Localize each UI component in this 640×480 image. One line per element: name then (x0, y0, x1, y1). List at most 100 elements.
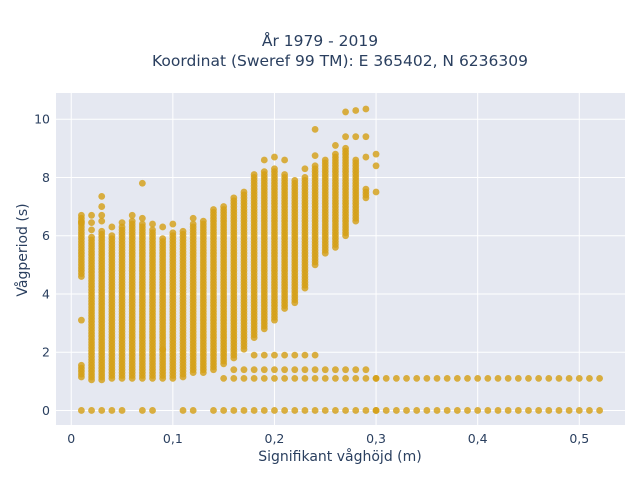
data-point-1023 (260, 168, 268, 176)
data-point-1306 (321, 407, 329, 414)
data-point-1026 (260, 351, 268, 359)
data-point-790 (220, 407, 228, 414)
data-point-26 (78, 211, 85, 219)
data-point-1134 (281, 375, 289, 382)
data-point-1083 (271, 366, 278, 374)
data-point-1224 (301, 174, 309, 181)
data-point-733 (210, 407, 217, 414)
data-point-246 (118, 219, 126, 227)
data-point-28 (78, 316, 85, 324)
y-axis-title: Vågperiod (s) (14, 203, 31, 296)
data-point-1425 (403, 375, 410, 382)
data-point-1415 (362, 105, 370, 113)
data-point-1410 (362, 185, 370, 193)
data-point-1182 (291, 375, 299, 382)
y-tick-label-0: 0 (42, 403, 50, 418)
data-point-303 (128, 211, 136, 219)
data-point-1439 (545, 375, 553, 382)
data-point-966 (250, 366, 258, 374)
data-point-906 (240, 366, 248, 374)
data-point-1418 (372, 188, 380, 196)
data-point-359 (138, 214, 146, 222)
data-point-1449 (413, 407, 421, 414)
data-point-463 (159, 235, 167, 243)
data-point-1422 (372, 375, 380, 382)
data-point-1375 (342, 375, 349, 382)
data-point-1374 (342, 144, 349, 152)
y-tick-label-1: 2 (42, 345, 50, 360)
data-point-788 (220, 203, 228, 210)
data-point-1464 (565, 407, 573, 414)
data-point-1265 (311, 375, 319, 382)
data-point-1135 (281, 366, 289, 374)
data-point-1183 (291, 366, 299, 374)
data-points (78, 105, 603, 414)
data-point-968 (250, 407, 258, 414)
data-point-1269 (311, 125, 319, 133)
data-point-1404 (352, 133, 360, 141)
data-point-1456 (484, 407, 492, 414)
data-point-789 (220, 375, 228, 382)
data-point-1228 (301, 165, 309, 173)
chart-title-line-1: År 1979 - 2019 (262, 31, 378, 50)
data-point-1460 (525, 407, 532, 414)
data-point-1438 (535, 375, 543, 382)
data-point-1436 (514, 375, 522, 382)
x-tick-label-1: 0,1 (163, 431, 183, 446)
data-point-965 (250, 375, 258, 382)
data-point-1379 (342, 407, 349, 414)
data-point-1427 (423, 375, 431, 382)
data-point-1432 (474, 375, 482, 382)
data-point-1305 (321, 366, 329, 374)
data-point-1406 (352, 407, 360, 414)
data-point-1025 (260, 366, 268, 374)
data-point-358 (138, 179, 146, 187)
data-point-1268 (311, 152, 319, 160)
data-point-1226 (301, 366, 309, 374)
data-point-413 (149, 220, 156, 228)
data-point-81 (88, 219, 95, 227)
data-point-1401 (352, 156, 360, 164)
data-point-1181 (291, 176, 299, 184)
data-point-357 (138, 220, 146, 228)
data-point-517 (169, 220, 177, 228)
y-tick-label-2: 4 (42, 286, 50, 301)
data-point-1082 (271, 375, 278, 382)
data-point-1429 (443, 375, 451, 382)
data-point-1414 (362, 133, 370, 141)
data-point-964 (250, 171, 258, 178)
data-point-1426 (413, 375, 421, 382)
data-point-360 (138, 407, 146, 414)
data-point-905 (240, 375, 248, 382)
data-point-1451 (433, 407, 441, 414)
x-tick-labels: 0 0,1 0,2 0,3 0,4 0,5 (67, 431, 589, 446)
data-point-138 (98, 211, 106, 219)
data-point-904 (240, 188, 248, 196)
data-point-140 (98, 407, 106, 414)
data-point-1443 (586, 375, 593, 382)
data-point-1136 (281, 351, 289, 359)
data-point-1081 (271, 165, 278, 173)
data-point-1446 (382, 407, 390, 414)
data-point-1467 (596, 407, 603, 414)
data-point-1411 (362, 375, 370, 382)
data-point-1377 (342, 133, 349, 141)
data-point-1343 (332, 407, 339, 414)
data-point-1086 (271, 407, 278, 414)
data-point-465 (159, 223, 167, 231)
data-point-190 (108, 232, 116, 240)
data-point-1024 (260, 375, 268, 382)
data-point-1413 (362, 153, 370, 161)
y-tick-label-4: 8 (42, 170, 50, 185)
data-point-1459 (514, 407, 522, 414)
data-point-139 (98, 217, 106, 225)
data-point-1266 (311, 366, 319, 374)
data-point-1264 (311, 162, 319, 170)
data-point-1433 (484, 375, 492, 382)
data-point-464 (159, 345, 167, 353)
data-point-621 (189, 220, 197, 228)
data-point-1466 (586, 407, 593, 414)
data-point-732 (210, 206, 217, 213)
data-point-1270 (311, 407, 319, 414)
